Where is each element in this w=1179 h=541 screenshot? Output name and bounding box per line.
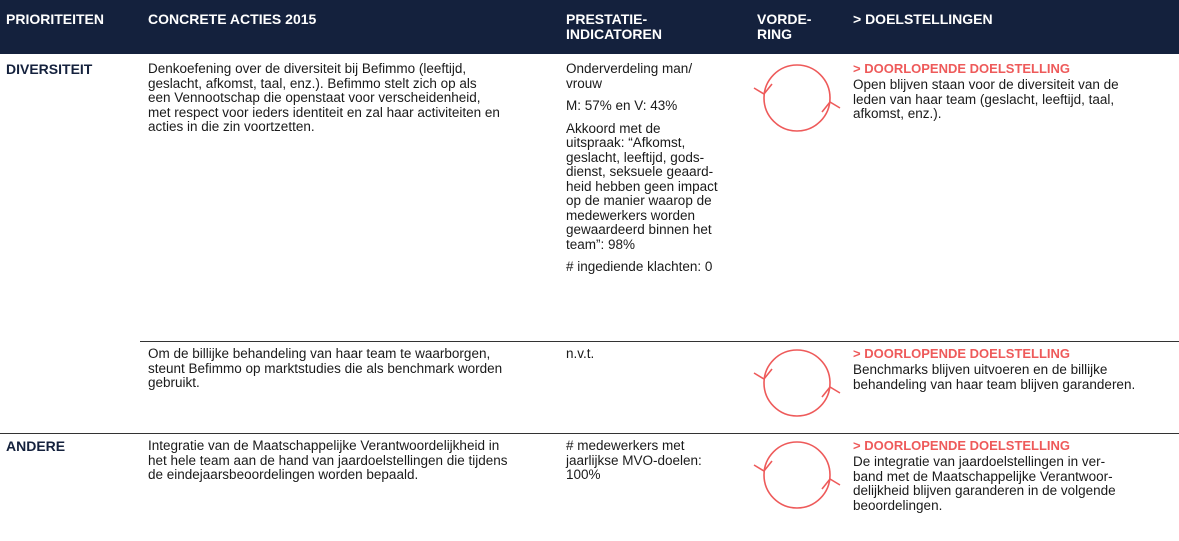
progress-icon	[753, 349, 841, 417]
goal-line: beoordelingen.	[853, 497, 943, 513]
progress-icon	[753, 441, 841, 509]
indicator-line: 100%	[566, 467, 601, 482]
action-line: de eindejaarsbeoordelingen worden bepaal…	[148, 467, 419, 482]
action-line: gebruikt.	[148, 375, 200, 390]
column-header: INDICATOREN	[566, 26, 662, 42]
indicator-line: uitspraak: “Afkomst,	[566, 135, 686, 150]
column-header: CONCRETE ACTIES 2015	[148, 11, 317, 27]
column-header: PRESTATIE-	[566, 11, 648, 27]
indicator-line: # medewerkers met	[566, 438, 685, 453]
action-line: een Vennootschap die openstaat voor vers…	[148, 90, 481, 105]
indicator-line: heid hebben geen impact	[566, 178, 718, 194]
action-line: met respect voor ieders identiteit en za…	[148, 104, 500, 120]
indicator-line: team”: 98%	[566, 236, 636, 252]
indicator-line: jaarlijkse MVO-doelen:	[566, 452, 702, 468]
action-line: het hele team aan de hand van jaardoelst…	[148, 452, 508, 468]
goal-line: afkomst, enz.).	[853, 106, 942, 121]
indicator-line: medewerkers worden	[566, 207, 696, 223]
priority: DIVERSITEIT	[6, 61, 93, 77]
goal-line: behandeling van haar team blijven garand…	[853, 376, 1136, 392]
goal-line: Open blijven staan voor de diversiteit v…	[853, 77, 1119, 92]
indicator-line: dienst, seksuele geaard-	[566, 164, 714, 179]
row-separator	[0, 433, 1179, 434]
action-line: Om de billijke behandeling van haar team…	[148, 346, 491, 361]
priority: ANDERE	[6, 438, 66, 454]
indicator-line: gewaardeerd binnen het	[566, 222, 712, 237]
indicator-line: n.v.t.	[566, 346, 595, 361]
goal-line: De integratie van jaardoelstellingen in …	[853, 454, 1106, 469]
action-line: acties in die zin voortzetten.	[148, 119, 315, 134]
action-line: steunt Befimmo op marktstudies die als b…	[148, 360, 503, 376]
goal-line: Benchmarks blijven uitvoeren en de billi…	[853, 362, 1108, 377]
action-line: Denkoefening over de diversiteit bij Bef…	[148, 61, 467, 76]
goal-line: leden van haar team (geslacht, leeftijd,…	[853, 91, 1115, 107]
action-line: geslacht, afkomst, taal, enz.). Befimmo …	[148, 75, 477, 91]
row-separator	[140, 341, 1179, 342]
indicator-line: geslacht, leeftijd, gods-	[566, 149, 705, 165]
column-header: > DOELSTELLINGEN	[853, 11, 993, 27]
progress-icon	[753, 64, 841, 132]
indicator-line: vrouw	[566, 75, 603, 91]
indicator-line: Akkoord met de	[566, 120, 661, 136]
indicator-line: M: 57% en V: 43%	[566, 98, 678, 113]
indicator-line: Onderverdeling man/	[566, 61, 693, 76]
goal-title: > DOORLOPENDE DOELSTELLING	[853, 346, 1071, 361]
goal-title: > DOORLOPENDE DOELSTELLING	[853, 61, 1071, 76]
goal-title: > DOORLOPENDE DOELSTELLING	[853, 438, 1071, 453]
indicator-line: # ingediende klachten: 0	[566, 259, 713, 274]
column-header: PRIORITEITEN	[6, 11, 105, 27]
column-header: RING	[757, 26, 792, 42]
action-line: Integratie van de Maatschappelijke Veran…	[148, 438, 500, 453]
column-header: VORDE-	[757, 11, 812, 27]
indicator-line: op de manier waarop de	[566, 193, 712, 208]
goal-line: band met de Maatschappelijke Verantwoor-	[853, 468, 1113, 484]
goal-line: delijkheid blijven garanderen in de volg…	[853, 483, 1116, 498]
header-bar	[0, 0, 1179, 54]
